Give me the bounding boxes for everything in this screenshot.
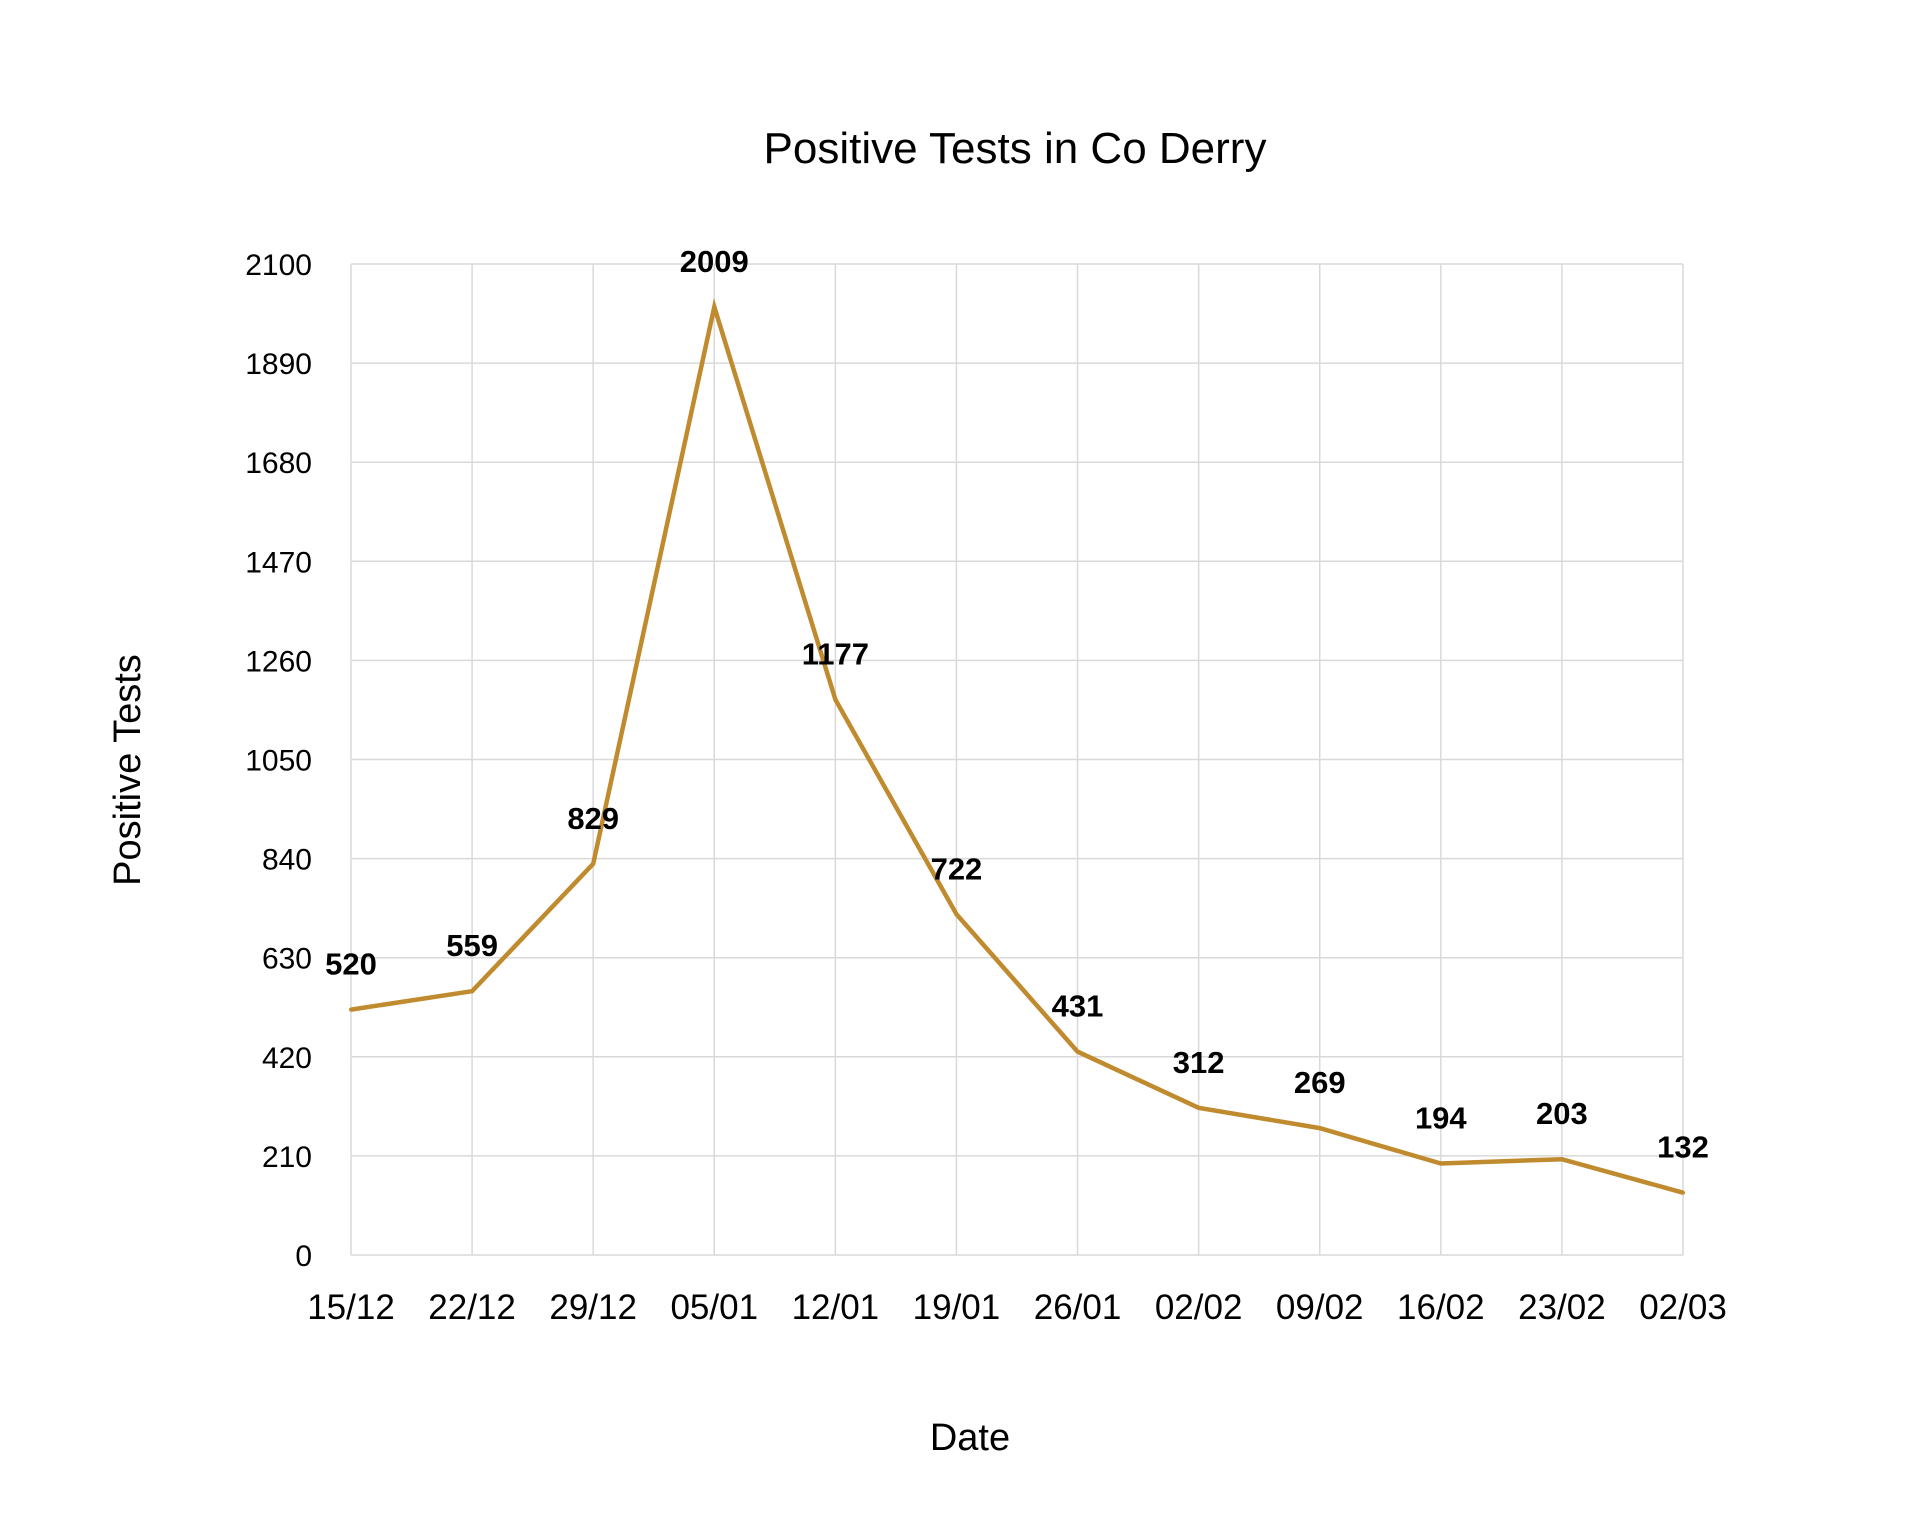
y-tick-label: 1050 bbox=[245, 745, 312, 778]
data-point bbox=[591, 861, 596, 866]
grid bbox=[350, 263, 1684, 1256]
y-axis-title: Positive Tests bbox=[107, 654, 149, 886]
data-label: 269 bbox=[1294, 1065, 1346, 1100]
data-point bbox=[1317, 1126, 1322, 1131]
y-tick-label: 1470 bbox=[245, 546, 312, 579]
data-point bbox=[1438, 1161, 1443, 1166]
x-tick-label: 19/01 bbox=[913, 1288, 1001, 1327]
y-tick-label: 2100 bbox=[245, 249, 312, 282]
data-label: 2009 bbox=[680, 244, 749, 279]
x-tick-label: 22/12 bbox=[428, 1288, 516, 1327]
data-label: 431 bbox=[1052, 989, 1104, 1024]
series bbox=[349, 298, 1685, 1195]
data-label: 559 bbox=[446, 928, 498, 963]
y-axis-ticks: 0 210 420 630 840 1050 1260 1470 1680 1890 2100 bbox=[245, 249, 312, 1273]
data-label: 312 bbox=[1173, 1045, 1225, 1080]
x-tick-label: 16/02 bbox=[1397, 1288, 1485, 1327]
y-tick-label: 0 bbox=[295, 1240, 312, 1273]
x-tick-label: 05/01 bbox=[670, 1288, 758, 1327]
data-point bbox=[712, 304, 717, 309]
x-tick-label: 02/03 bbox=[1639, 1288, 1727, 1327]
y-tick-label: 1680 bbox=[245, 447, 312, 480]
x-tick-label: 26/01 bbox=[1034, 1288, 1122, 1327]
y-tick-label: 840 bbox=[262, 844, 312, 877]
x-tick-label: 23/02 bbox=[1518, 1288, 1606, 1327]
data-point bbox=[1681, 1190, 1685, 1195]
series-line bbox=[350, 298, 1684, 1195]
y-tick-label: 1260 bbox=[245, 645, 312, 678]
data-labels: 520 559 829 2009 1177 722 431 312 269 194 203 132 bbox=[325, 244, 1709, 1165]
data-point bbox=[954, 912, 959, 917]
data-point bbox=[1559, 1157, 1564, 1162]
y-tick-label: 630 bbox=[262, 943, 312, 976]
y-tick-label: 210 bbox=[262, 1141, 312, 1174]
data-label: 132 bbox=[1657, 1130, 1709, 1165]
data-point bbox=[349, 1007, 353, 1012]
y-tick-label: 420 bbox=[262, 1042, 312, 1075]
x-tick-label: 15/12 bbox=[307, 1288, 395, 1327]
data-label: 203 bbox=[1536, 1096, 1588, 1131]
data-label: 520 bbox=[325, 947, 377, 982]
data-label: 829 bbox=[567, 801, 619, 836]
x-tick-label: 02/02 bbox=[1155, 1288, 1243, 1327]
data-point bbox=[833, 697, 838, 702]
x-axis-ticks: 15/12 22/12 29/12 05/01 12/01 19/01 26/01 02/02… bbox=[307, 1288, 1727, 1327]
x-axis-title: Date bbox=[930, 1417, 1010, 1459]
data-label: 722 bbox=[931, 851, 983, 886]
data-label: 194 bbox=[1415, 1100, 1467, 1135]
x-tick-label: 12/01 bbox=[792, 1288, 880, 1327]
data-point bbox=[470, 989, 475, 994]
data-point bbox=[1196, 1105, 1201, 1110]
x-tick-label: 29/12 bbox=[549, 1288, 637, 1327]
y-tick-label: 1890 bbox=[245, 348, 312, 381]
data-label: 1177 bbox=[802, 637, 869, 672]
data-point bbox=[1075, 1049, 1080, 1054]
chart-title: Positive Tests in Co Derry bbox=[764, 124, 1267, 173]
x-tick-label: 09/02 bbox=[1276, 1288, 1364, 1327]
